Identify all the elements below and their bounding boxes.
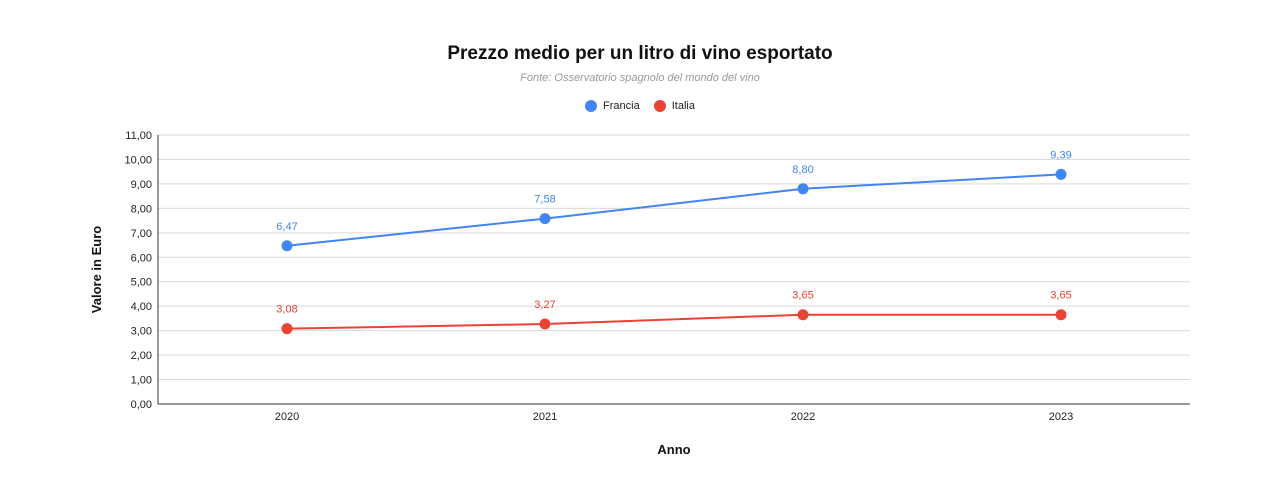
series-line-italia — [286, 313, 1061, 330]
legend-label-francia: Francia — [603, 100, 640, 112]
data-point-italia — [281, 323, 293, 335]
y-tick-label: 8,00 — [131, 203, 152, 215]
y-tick-label: 2,00 — [131, 350, 152, 362]
y-tick-label: 1,00 — [131, 375, 152, 387]
data-label-italia: 3,27 — [534, 299, 555, 311]
y-tick-label: 0,00 — [131, 399, 152, 411]
data-point-francia — [539, 213, 551, 225]
data-point-italia — [539, 318, 551, 330]
y-tick-label: 4,00 — [131, 301, 152, 313]
legend-item-italia[interactable]: Italia — [653, 100, 695, 112]
data-label-italia: 3,65 — [1050, 290, 1071, 302]
data-label-italia: 3,08 — [276, 304, 297, 316]
legend-label-italia: Italia — [671, 100, 695, 112]
series-line-francia — [286, 173, 1062, 247]
y-tick-label: 6,00 — [131, 252, 152, 264]
data-label-francia: 6,47 — [276, 221, 297, 233]
x-tick-label: 2020 — [275, 411, 299, 423]
data-label-italia: 3,65 — [792, 290, 813, 302]
y-tick-label: 9,00 — [131, 179, 152, 191]
x-tick-label: 2023 — [1049, 411, 1073, 423]
legend-item-francia[interactable]: Francia — [585, 100, 640, 112]
chart-subtitle: Fonte: Osservatorio spagnolo del mondo d… — [520, 72, 760, 84]
x-axis-title: Anno — [657, 442, 690, 457]
x-tick-label: 2021 — [533, 411, 557, 423]
data-point-francia — [1055, 168, 1067, 180]
legend-swatch-francia — [585, 100, 598, 112]
data-point-francia — [797, 183, 809, 195]
y-tick-label: 7,00 — [131, 228, 152, 240]
data-label-francia: 7,58 — [534, 194, 555, 206]
y-tick-label: 11,00 — [125, 130, 152, 142]
data-label-francia: 9,39 — [1050, 149, 1071, 161]
y-tick-label: 5,00 — [131, 277, 152, 289]
data-label-francia: 8,80 — [792, 164, 813, 176]
y-tick-label: 10,00 — [124, 154, 152, 166]
data-point-francia — [281, 240, 293, 252]
y-tick-label: 3,00 — [131, 326, 152, 338]
chart-title: Prezzo medio per un litro di vino esport… — [447, 43, 833, 64]
legend: Francia Italia — [0, 100, 1280, 112]
data-point-italia — [797, 309, 809, 321]
x-tick-label: 2022 — [791, 411, 815, 423]
y-axis-title: Valore in Euro — [89, 226, 104, 313]
data-point-italia — [1055, 309, 1067, 321]
legend-swatch-italia — [653, 100, 666, 112]
